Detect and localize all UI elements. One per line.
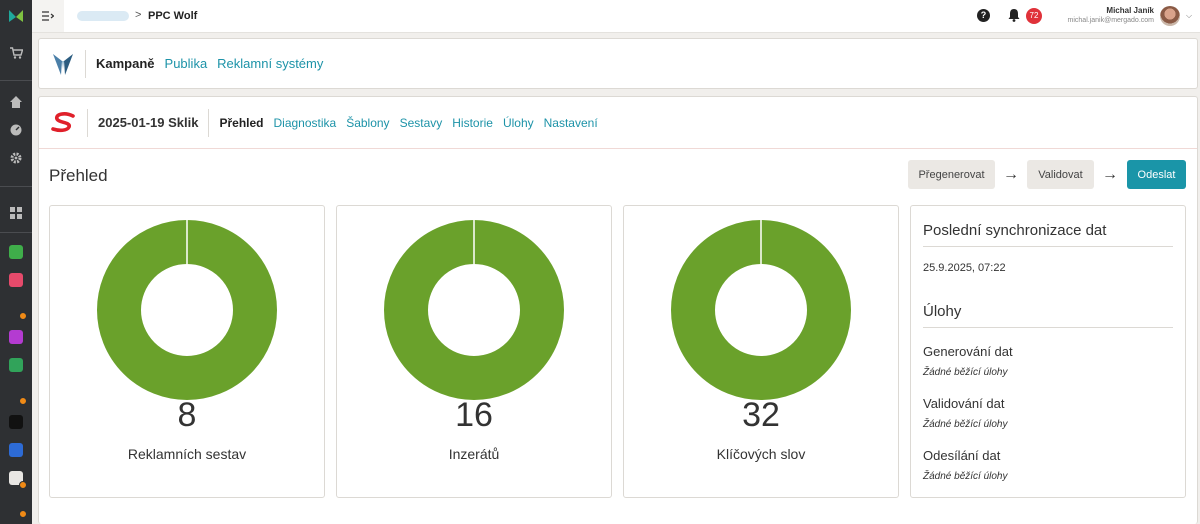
arrow-right-icon: → bbox=[1003, 166, 1019, 183]
arrow-right-icon: → bbox=[1102, 166, 1118, 183]
task-name: Generování dat bbox=[923, 344, 1013, 359]
tasks-title: Úlohy bbox=[923, 303, 962, 320]
cart-icon[interactable] bbox=[8, 45, 24, 61]
donut-chart bbox=[97, 220, 277, 400]
top-bar: > PPC Wolf ? 72 Michal Janík michal.jani… bbox=[32, 0, 1200, 33]
divider bbox=[87, 108, 88, 137]
stat-label: Reklamních sestav bbox=[127, 446, 247, 462]
menu-toggle-icon[interactable] bbox=[32, 0, 64, 32]
stat-label: Klíčových slov bbox=[716, 446, 806, 462]
stat-label: Inzerátů bbox=[448, 446, 500, 462]
avatar[interactable] bbox=[1160, 6, 1180, 26]
app-nav-card: Kampaně Publika Reklamní systémy bbox=[38, 38, 1198, 89]
validate-button[interactable]: Validovat bbox=[1027, 160, 1094, 189]
app-icon-small-text-2[interactable] bbox=[9, 387, 27, 405]
task-name: Validování dat bbox=[923, 396, 1005, 411]
campaign-name: 2025-01-19 Sklik bbox=[98, 115, 199, 130]
regenerate-button[interactable]: Přegenerovat bbox=[908, 160, 995, 189]
dashboard-icon[interactable] bbox=[8, 122, 24, 138]
help-icon[interactable]: ? bbox=[977, 9, 990, 22]
ppc-wolf-logo-icon bbox=[51, 51, 75, 77]
tab-diagnostika[interactable]: Diagnostika bbox=[273, 115, 337, 130]
divider bbox=[85, 49, 86, 78]
divider bbox=[208, 108, 210, 137]
send-button[interactable]: Odeslat bbox=[1127, 160, 1186, 189]
tab-sablony[interactable]: Šablony bbox=[346, 115, 390, 130]
home-icon[interactable] bbox=[8, 94, 24, 110]
task-status: Žádné běžící úlohy bbox=[923, 367, 1008, 378]
bell-icon[interactable] bbox=[1008, 8, 1022, 24]
sync-title: Poslední synchronizace dat bbox=[923, 222, 1107, 239]
tab-nastaveni[interactable]: Nastavení bbox=[543, 115, 598, 130]
tab-historie[interactable]: Historie bbox=[452, 115, 493, 130]
stat-card-sestavy: 8 Reklamních sestav bbox=[49, 205, 325, 498]
task-status: Žádné běžící úlohy bbox=[923, 471, 1008, 482]
nav-reklamni-systemy[interactable]: Reklamní systémy bbox=[217, 56, 324, 71]
breadcrumb-current: PPC Wolf bbox=[148, 10, 198, 22]
breadcrumb-separator: > bbox=[135, 9, 142, 21]
app-icon-search[interactable] bbox=[9, 500, 27, 518]
stat-value: 8 bbox=[177, 396, 197, 434]
tab-sestavy[interactable]: Sestavy bbox=[399, 115, 443, 130]
app-icon-wolf[interactable] bbox=[9, 471, 27, 489]
donut-chart bbox=[671, 220, 851, 400]
tab-prehled[interactable]: Přehled bbox=[219, 115, 264, 130]
user-email: michal.janik@mergado.com bbox=[1067, 17, 1154, 24]
stat-card-klicova-slova: 32 Klíčových slov bbox=[623, 205, 899, 498]
app-icon-green[interactable] bbox=[9, 245, 23, 259]
app-icon-dark[interactable] bbox=[9, 415, 23, 429]
tab-ulohy[interactable]: Úlohy bbox=[502, 115, 534, 130]
page-title: Přehled bbox=[49, 166, 108, 185]
gear-icon[interactable] bbox=[8, 150, 24, 166]
task-name: Odesílání dat bbox=[923, 448, 1001, 463]
nav-kampane[interactable]: Kampaně bbox=[96, 56, 155, 71]
chevron-down-icon[interactable]: ⌵ bbox=[1186, 11, 1193, 20]
notification-badge[interactable]: 72 bbox=[1026, 8, 1042, 24]
app-icon-sheet[interactable] bbox=[9, 358, 23, 372]
left-sidebar bbox=[0, 0, 32, 524]
sync-panel: Poslední synchronizace dat 25.9.2025, 07… bbox=[910, 205, 1186, 498]
app-icon-blue[interactable] bbox=[9, 443, 23, 457]
user-name[interactable]: Michal Janík bbox=[1106, 6, 1154, 15]
task-status: Žádné běžící úlohy bbox=[923, 419, 1008, 430]
app-icon-small-text[interactable] bbox=[9, 302, 27, 320]
sklik-logo-icon bbox=[51, 111, 77, 134]
breadcrumb-parent[interactable] bbox=[77, 11, 129, 21]
app-icon-pink[interactable] bbox=[9, 273, 23, 287]
stat-card-inzeraty: 16 Inzerátů bbox=[336, 205, 612, 498]
sync-timestamp: 25.9.2025, 07:22 bbox=[923, 262, 1006, 274]
mergado-logo[interactable] bbox=[0, 0, 32, 32]
campaign-nav: 2025-01-19 Sklik Přehled Diagnostika Šab… bbox=[39, 97, 1197, 149]
nav-publika[interactable]: Publika bbox=[164, 56, 208, 71]
app-icon-purple[interactable] bbox=[9, 330, 23, 344]
stat-value: 32 bbox=[742, 396, 780, 434]
stat-value: 16 bbox=[455, 396, 493, 434]
apps-grid-icon[interactable] bbox=[8, 205, 24, 221]
donut-chart bbox=[384, 220, 564, 400]
